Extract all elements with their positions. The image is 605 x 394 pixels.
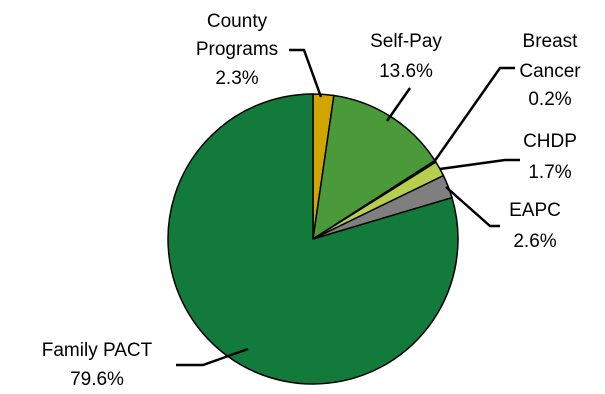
- pie-slice-family-pact: [167, 93, 459, 385]
- leader-line-chdp: [439, 158, 520, 171]
- slice-label-county-programs-line-2: Programs: [196, 39, 278, 60]
- slice-value-eapc: 2.6%: [513, 231, 556, 252]
- slice-label-chdp: CHDP: [523, 131, 577, 152]
- leader-line-breast-cancer: [432, 66, 515, 163]
- slice-label-self-pay: Self-Pay: [370, 31, 442, 52]
- leader-line-eapc: [445, 186, 500, 228]
- leader-lines: [176, 48, 520, 367]
- slice-label-breast-cancer-line-2: Cancer: [519, 61, 581, 82]
- slice-value-county-programs: 2.3%: [215, 68, 258, 89]
- slice-label-eapc: EAPC: [509, 200, 561, 221]
- leader-line-family-pact: [176, 347, 249, 367]
- slice-value-breast-cancer: 0.2%: [528, 89, 571, 110]
- pie-slices: [167, 93, 459, 385]
- slice-value-self-pay: 13.6%: [379, 61, 433, 82]
- slice-value-chdp: 1.7%: [528, 162, 571, 183]
- slice-label-county-programs-line-1: County: [207, 11, 268, 32]
- pie-slice-self-pay: [312, 94, 436, 240]
- leader-line-self-pay: [385, 87, 412, 122]
- leader-line-county-programs: [289, 48, 323, 98]
- slice-value-family-pact: 79.6%: [70, 369, 124, 390]
- slice-labels: County Programs 2.3% Self-Pay 13.6% Breast Can…: [42, 11, 582, 390]
- slice-label-breast-cancer-line-1: Breast: [523, 31, 579, 52]
- slice-label-family-pact: Family PACT: [42, 340, 153, 361]
